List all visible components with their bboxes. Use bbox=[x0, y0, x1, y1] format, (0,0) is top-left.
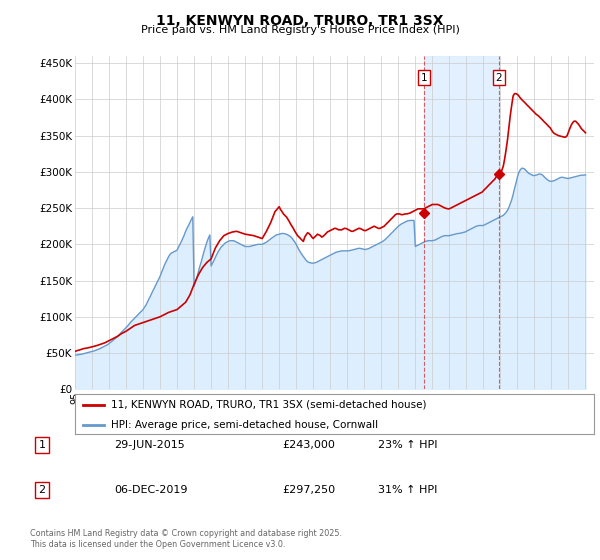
Text: Contains HM Land Registry data © Crown copyright and database right 2025.
This d: Contains HM Land Registry data © Crown c… bbox=[30, 529, 342, 549]
Text: Price paid vs. HM Land Registry's House Price Index (HPI): Price paid vs. HM Land Registry's House … bbox=[140, 25, 460, 35]
Text: 1: 1 bbox=[421, 73, 427, 83]
Text: 1: 1 bbox=[38, 440, 46, 450]
Text: 31% ↑ HPI: 31% ↑ HPI bbox=[378, 485, 437, 495]
Text: £243,000: £243,000 bbox=[282, 440, 335, 450]
Text: 11, KENWYN ROAD, TRURO, TR1 3SX (semi-detached house): 11, KENWYN ROAD, TRURO, TR1 3SX (semi-de… bbox=[112, 400, 427, 410]
Text: 29-JUN-2015: 29-JUN-2015 bbox=[114, 440, 185, 450]
Text: HPI: Average price, semi-detached house, Cornwall: HPI: Average price, semi-detached house,… bbox=[112, 420, 379, 430]
Text: £297,250: £297,250 bbox=[282, 485, 335, 495]
Bar bbox=[424, 56, 499, 389]
Text: 11, KENWYN ROAD, TRURO, TR1 3SX: 11, KENWYN ROAD, TRURO, TR1 3SX bbox=[156, 14, 444, 28]
Text: 2: 2 bbox=[38, 485, 46, 495]
Text: 23% ↑ HPI: 23% ↑ HPI bbox=[378, 440, 437, 450]
Text: 2: 2 bbox=[496, 73, 502, 83]
Text: 06-DEC-2019: 06-DEC-2019 bbox=[114, 485, 187, 495]
